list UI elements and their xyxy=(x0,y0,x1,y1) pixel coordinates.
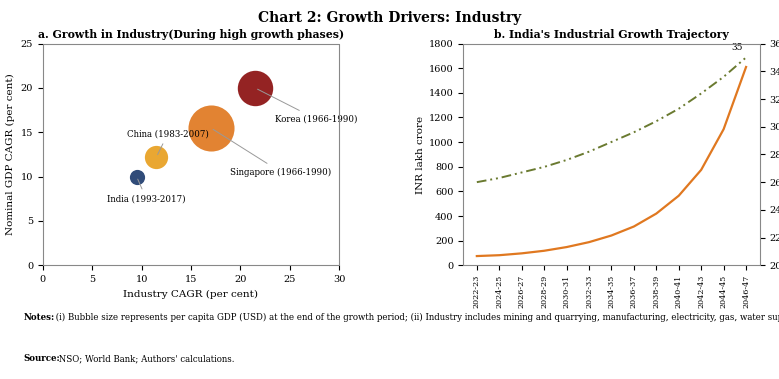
Text: Source:: Source: xyxy=(23,354,60,363)
Y-axis label: Nominal GDP CAGR (per cent): Nominal GDP CAGR (per cent) xyxy=(6,74,16,235)
Text: China (1983-2007): China (1983-2007) xyxy=(127,130,209,155)
Point xyxy=(249,85,261,91)
Text: India (1993-2017): India (1993-2017) xyxy=(107,179,185,203)
Text: (i) Bubble size represents per capita GDP (USD) at the end of the growth period;: (i) Bubble size represents per capita GD… xyxy=(53,313,779,322)
Text: Notes:: Notes: xyxy=(23,313,55,322)
Text: Singapore (1966-1990): Singapore (1966-1990) xyxy=(213,129,332,177)
Title: a. Growth in Industry(During high growth phases): a. Growth in Industry(During high growth… xyxy=(38,29,344,40)
Title: b. India's Industrial Growth Trajectory: b. India's Industrial Growth Trajectory xyxy=(494,29,729,40)
X-axis label: Industry CAGR (per cent): Industry CAGR (per cent) xyxy=(123,290,259,299)
Text: Chart 2: Growth Drivers: Industry: Chart 2: Growth Drivers: Industry xyxy=(258,11,521,25)
Text: 35: 35 xyxy=(731,43,743,52)
Text: Korea (1966-1990): Korea (1966-1990) xyxy=(258,89,358,124)
Text: NSO; World Bank; Authors' calculations.: NSO; World Bank; Authors' calculations. xyxy=(56,354,234,363)
Point xyxy=(130,174,143,180)
Point xyxy=(204,125,217,131)
Y-axis label: INR lakh crore: INR lakh crore xyxy=(416,115,425,194)
Point xyxy=(150,154,163,160)
